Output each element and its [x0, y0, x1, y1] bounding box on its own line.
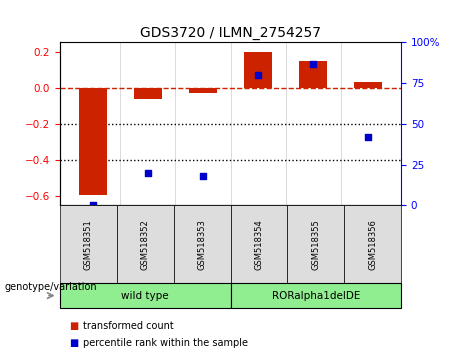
- Bar: [355, 82, 382, 88]
- Text: GSM518353: GSM518353: [198, 219, 207, 270]
- Text: GSM518351: GSM518351: [84, 219, 93, 270]
- Title: GDS3720 / ILMN_2754257: GDS3720 / ILMN_2754257: [140, 26, 321, 40]
- Bar: [79, 88, 106, 195]
- Point: [199, 173, 207, 179]
- Bar: [244, 52, 272, 88]
- Point: [309, 61, 317, 67]
- Text: wild type: wild type: [121, 291, 169, 301]
- Bar: [299, 61, 327, 88]
- Text: ■: ■: [69, 321, 78, 331]
- Text: ■: ■: [69, 338, 78, 348]
- Point: [144, 170, 152, 176]
- Bar: [134, 88, 162, 98]
- Text: GSM518352: GSM518352: [141, 219, 150, 270]
- Point: [254, 72, 262, 78]
- Text: genotype/variation: genotype/variation: [5, 282, 97, 292]
- Text: GSM518355: GSM518355: [311, 219, 320, 270]
- Text: transformed count: transformed count: [83, 321, 174, 331]
- Bar: [189, 88, 217, 93]
- Point: [89, 202, 97, 207]
- Text: percentile rank within the sample: percentile rank within the sample: [83, 338, 248, 348]
- Text: RORalpha1delDE: RORalpha1delDE: [272, 291, 360, 301]
- Text: GSM518354: GSM518354: [254, 219, 263, 270]
- Point: [364, 134, 372, 140]
- Text: GSM518356: GSM518356: [368, 219, 377, 270]
